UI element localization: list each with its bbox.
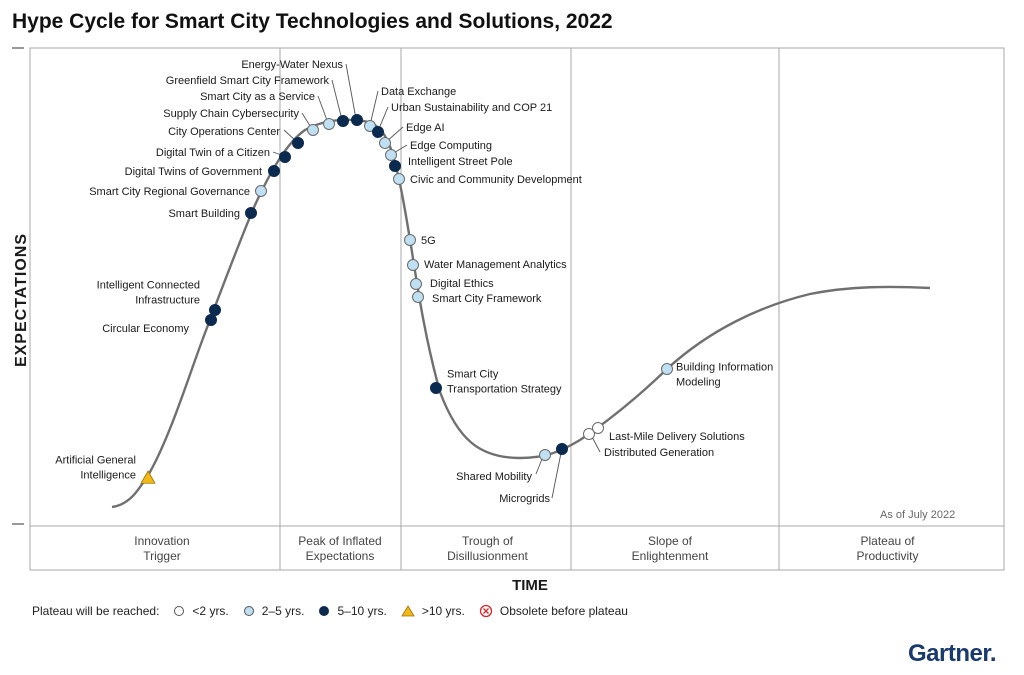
legend-item-gt10: >10 yrs.	[401, 604, 465, 618]
technology-label: Urban Sustainability and COP 21	[391, 102, 552, 114]
technology-label: 5G	[421, 235, 436, 247]
technology-point[interactable]	[364, 120, 376, 132]
technology-point[interactable]	[404, 234, 416, 246]
technology-label: Circular Economy	[102, 323, 189, 335]
technology-label: Greenfield Smart City Framework	[166, 75, 330, 87]
chart-title: Hype Cycle for Smart City Technologies a…	[12, 10, 613, 33]
legend-item-obsolete: Obsolete before plateau	[479, 604, 628, 618]
technology-point[interactable]	[209, 304, 221, 316]
chart-frame	[12, 47, 1005, 571]
technology-point[interactable]	[351, 114, 363, 126]
leader-line	[331, 79, 343, 121]
technology-label: Digital Twin of a Citizen	[156, 147, 270, 159]
phase-peak: Peak of Inflated Expectations	[298, 534, 382, 563]
technology-labels: Artificial General Intelligence Circular E…	[55, 59, 773, 505]
technology-label: Artificial General Intelligence	[55, 455, 136, 482]
technology-label: City Operations Center	[168, 126, 280, 138]
technology-point[interactable]	[268, 165, 280, 177]
phase-innovation-trigger: Innovation Trigger	[134, 534, 190, 563]
technology-point[interactable]	[279, 151, 291, 163]
technology-point[interactable]	[379, 137, 391, 149]
technology-label: Smart City Transportation Strategy	[447, 369, 562, 396]
technology-label: Smart City Regional Governance	[89, 186, 250, 198]
phase-plateau: Plateau of Productivity	[856, 534, 919, 563]
phase-slope: Slope of Enlightenment	[631, 534, 709, 563]
technology-point[interactable]	[307, 124, 319, 136]
phase-trough: Trough of Disillusionment	[447, 534, 528, 563]
leader-line	[345, 63, 357, 120]
technology-point[interactable]	[393, 173, 405, 185]
technology-point[interactable]	[583, 428, 595, 440]
technology-label: Intelligent Street Pole	[408, 156, 513, 168]
technology-point[interactable]	[389, 160, 401, 172]
white-circle-icon	[174, 606, 185, 616]
gartner-logo: Gartner.	[908, 640, 997, 667]
technology-label: Digital Twins of Government	[125, 166, 262, 178]
technology-label: Shared Mobility	[456, 471, 532, 483]
y-axis-label: EXPECTATIONS	[13, 232, 30, 368]
dark-blue-circle-icon	[319, 606, 330, 616]
technology-point[interactable]	[337, 115, 349, 127]
technology-point[interactable]	[372, 126, 384, 138]
leader-line	[317, 95, 329, 124]
legend-item-lt2: <2 yrs.	[173, 604, 229, 618]
technology-label: Civic and Community Development	[410, 174, 582, 186]
technology-label: Building Information Modeling	[676, 362, 773, 389]
technology-point[interactable]	[412, 291, 424, 303]
technology-point[interactable]	[385, 149, 397, 161]
leader-line	[551, 447, 563, 499]
technology-label: Edge AI	[406, 122, 445, 134]
legend-item-2to5: 2–5 yrs.	[243, 604, 304, 618]
technology-label: Digital Ethics	[430, 278, 494, 290]
technology-label: Distributed Generation	[604, 447, 714, 459]
technology-point[interactable]	[140, 470, 156, 484]
technology-point[interactable]	[255, 185, 267, 197]
leader-line	[369, 90, 379, 126]
technology-label: Smart City as a Service	[200, 91, 315, 103]
technology-point[interactable]	[556, 443, 568, 455]
technology-label: Microgrids	[499, 493, 550, 505]
technology-label: Energy-Water Nexus	[241, 59, 343, 71]
technology-label: Edge Computing	[410, 140, 492, 152]
technology-point[interactable]	[410, 278, 422, 290]
as-of-date: As of July 2022	[880, 509, 956, 521]
technology-point[interactable]	[245, 207, 257, 219]
yellow-triangle-icon	[401, 605, 415, 617]
technology-label: Data Exchange	[381, 86, 456, 98]
technology-point[interactable]	[205, 314, 217, 326]
legend-title: Plateau will be reached:	[32, 604, 160, 618]
technology-point[interactable]	[430, 382, 442, 394]
technology-point[interactable]	[292, 137, 304, 149]
light-blue-circle-icon	[243, 606, 254, 616]
legend-item-5to10: 5–10 yrs.	[318, 604, 387, 618]
technology-label: Smart Building	[168, 208, 240, 220]
technology-point[interactable]	[661, 363, 673, 375]
red-x-circle-icon	[479, 604, 493, 618]
legend: Plateau will be reached: <2 yrs. 2–5 yrs…	[32, 604, 628, 618]
technology-label: Water Management Analytics	[424, 259, 567, 271]
technology-point[interactable]	[539, 449, 551, 461]
technology-point[interactable]	[592, 422, 604, 434]
technology-label: Last-Mile Delivery Solutions	[609, 431, 745, 443]
leader-lines	[272, 63, 601, 499]
technology-point[interactable]	[323, 118, 335, 130]
technology-label: Smart City Framework	[432, 293, 542, 305]
phase-band	[29, 525, 1005, 571]
technology-point[interactable]	[407, 259, 419, 271]
technology-points	[140, 114, 673, 484]
technology-label: Intelligent Connected Infrastructure	[97, 280, 200, 307]
technology-label: Supply Chain Cybersecurity	[163, 108, 299, 120]
x-axis-label: TIME	[512, 577, 548, 594]
